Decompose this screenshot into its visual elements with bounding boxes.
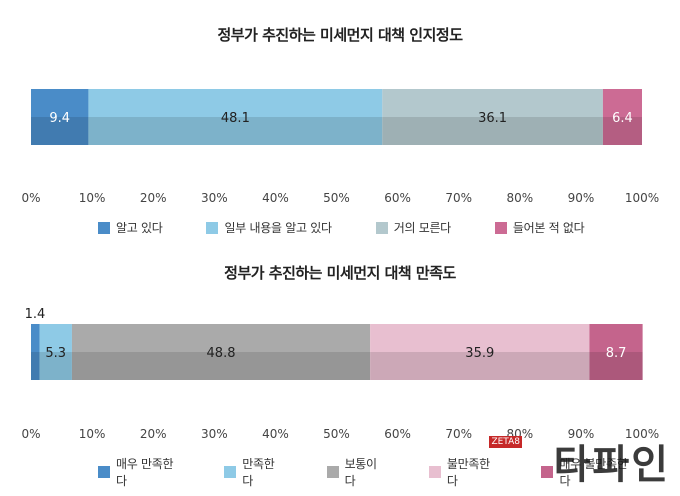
x-tick-label: 0% <box>21 191 40 205</box>
x-tick-label: 0% <box>21 427 40 441</box>
legend-label: 일부 내용을 알고 있다 <box>224 221 332 235</box>
bar-segment <box>31 89 89 117</box>
bar-segment <box>370 324 590 352</box>
bar-value-label: 48.8 <box>207 346 236 361</box>
legend-item: 만족한다 <box>224 455 282 489</box>
x-tick-label: 70% <box>445 427 472 441</box>
watermark-tag: ZETA8 <box>489 436 522 448</box>
chart-legend: 알고 있다 일부 내용을 알고 있다 거의 모른다 들어본 적 없다 <box>98 219 678 236</box>
satisfaction-chart-svg: 1.4 5.3 48.8 35.9 8.7 0% 10% 20% 30% 40% 50% 60% 70%… <box>21 307 659 441</box>
bar-value-label: 36.1 <box>478 111 507 126</box>
bar-segment-shade <box>382 117 603 145</box>
bar-segment-shade <box>39 352 72 380</box>
bar-value-label: 5.3 <box>45 346 66 361</box>
legend-swatch <box>98 221 110 234</box>
bar-segment-shade <box>88 117 383 145</box>
legend-swatch <box>326 466 339 478</box>
bar-segment <box>382 89 603 117</box>
legend-item: 매우 불만족한다 <box>541 455 634 489</box>
x-tick-label: 30% <box>201 427 228 441</box>
bar-segment-shade <box>31 352 40 380</box>
satisfaction-chart: 정부가 추진하는 미세먼지 대책 만족도 1.4 5.3 48.8 35.9 8.7 0%… <box>0 248 680 496</box>
x-tick-label: 50% <box>323 191 350 205</box>
chart-title: 정부가 추진하는 미세먼지 대책 인지정도 <box>217 26 464 44</box>
bar-segment-shade <box>71 352 371 380</box>
awareness-chart-svg: 9.4 48.1 36.1 6.4 0% 10% 20% 30% 40% 50% 60% 70% 80%… <box>21 89 659 205</box>
bar-segment-shade <box>370 352 590 380</box>
legend-label: 보통이다 <box>344 457 378 488</box>
bar-value-label: 6.4 <box>612 111 633 126</box>
bar-value-label: 1.4 <box>25 307 46 322</box>
bar-segment <box>589 324 643 352</box>
bar-value-label: 9.4 <box>49 111 70 126</box>
legend-swatch <box>428 466 441 478</box>
bar-segment <box>71 324 371 352</box>
legend-swatch <box>541 466 554 478</box>
x-tick-label: 10% <box>79 427 106 441</box>
awareness-chart: 정부가 추진하는 미세먼지 대책 인지정도 9.4 48.1 36.1 6.4 0% 10… <box>21 26 678 236</box>
bar-segment <box>88 89 383 117</box>
legend-swatch <box>494 221 507 234</box>
x-tick-label: 60% <box>384 191 411 205</box>
legend-label: 만족한다 <box>242 457 275 488</box>
legend-label: 들어본 적 없다 <box>512 221 585 235</box>
bar-value-label: 8.7 <box>606 346 627 361</box>
bar-segment-shade <box>31 117 89 145</box>
chart-legend: 매우 만족한다 만족한다 보통이다 불만족한다 매우 불만족한다 <box>98 455 678 489</box>
legend-swatch <box>375 221 388 234</box>
legend-item: 들어본 적 없다 <box>494 219 585 236</box>
bar-value-label: 48.1 <box>221 111 250 126</box>
x-tick-label: 10% <box>79 191 106 205</box>
legend-swatch <box>98 466 110 478</box>
bar-value-label: 35.9 <box>465 346 494 361</box>
legend-item: 보통이다 <box>326 455 385 489</box>
bar-segment <box>602 89 642 117</box>
legend-label: 매우 불만족한다 <box>559 457 628 488</box>
bar-segment-shade <box>602 117 642 145</box>
x-tick-label: 70% <box>445 191 472 205</box>
legend-item: 일부 내용을 알고 있다 <box>206 219 332 236</box>
x-tick-label: 40% <box>262 427 289 441</box>
legend-swatch <box>224 466 237 478</box>
legend-label: 불만족한다 <box>446 457 490 488</box>
x-tick-label: 90% <box>568 191 595 205</box>
bar-segment <box>39 324 72 352</box>
legend-label: 매우 만족한다 <box>116 457 174 488</box>
x-tick-label: 90% <box>568 427 595 441</box>
bar-segment-shade <box>589 352 643 380</box>
x-tick-label: 20% <box>140 427 167 441</box>
x-tick-label: 100% <box>625 427 659 441</box>
x-tick-label: 30% <box>201 191 228 205</box>
legend-item: 불만족한다 <box>428 455 498 489</box>
legend-item: 매우 만족한다 <box>98 455 180 489</box>
x-tick-label: 40% <box>262 191 289 205</box>
legend-item: 거의 모른다 <box>375 219 452 236</box>
watermark-logo: 타파인 <box>553 441 670 488</box>
x-tick-label: 20% <box>140 191 167 205</box>
legend-swatch <box>206 221 219 234</box>
bar-segment <box>31 324 40 352</box>
legend-item: 알고 있다 <box>98 219 163 236</box>
x-tick-label: 60% <box>384 427 411 441</box>
x-tick-label: 100% <box>625 191 659 205</box>
chart-title: 정부가 추진하는 미세먼지 대책 만족도 <box>224 264 456 282</box>
x-tick-label: 80% <box>506 191 533 205</box>
x-tick-label: 50% <box>323 427 350 441</box>
legend-label: 거의 모른다 <box>393 221 452 235</box>
legend-label: 알고 있다 <box>116 221 163 235</box>
